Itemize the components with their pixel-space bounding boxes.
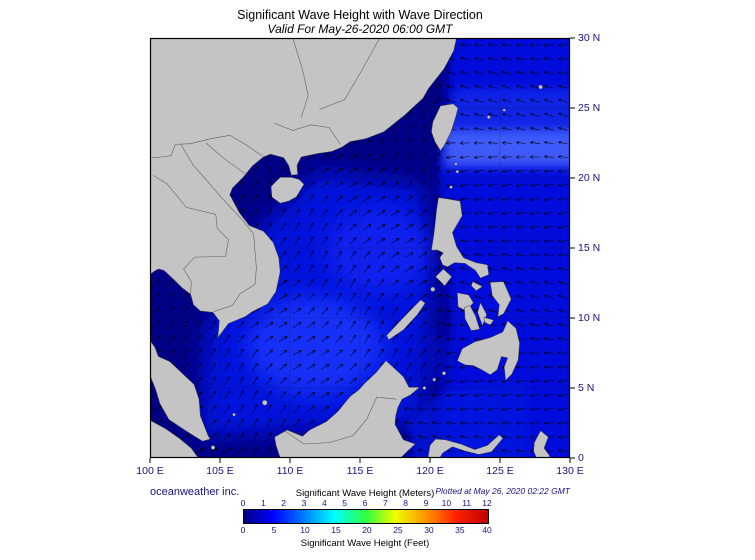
legend-feet-title: Significant Wave Height (Feet)	[300, 538, 430, 549]
legend-meters-ticks: 0 1 2 3 4 5 6 7 8 9 10 11 12	[240, 498, 492, 508]
lat-tick-label: 5 N	[578, 382, 595, 394]
lon-tick-label: 105 E	[206, 465, 234, 477]
legend-meters-tick: 9	[423, 498, 429, 508]
lon-tick-label: 120 E	[416, 465, 444, 477]
lon-tick-label: 100 E	[136, 465, 164, 477]
legend-meters-tick: 7	[382, 498, 388, 508]
legend-feet-tick: 35	[455, 525, 465, 535]
legend-feet-tick: 25	[393, 525, 403, 535]
lat-tick-label: 30 N	[578, 32, 601, 44]
lat-tick-label: 25 N	[578, 102, 601, 114]
legend-feet-tick: 30	[424, 525, 434, 535]
legend-feet-tick: 20	[362, 525, 372, 535]
legend-meters-tick: 8	[403, 498, 409, 508]
legend-meters-tick: 3	[301, 498, 307, 508]
credit-text: oceanweather inc.	[150, 486, 240, 498]
legend-meters-tick: 6	[362, 498, 368, 508]
land-layer	[150, 38, 550, 458]
lat-tick-label: 15 N	[578, 242, 601, 254]
legend-meters-tick: 11	[462, 498, 472, 508]
lat-tick-label: 0	[578, 452, 584, 464]
lon-tick-label: 130 E	[556, 465, 584, 477]
legend-meters-tick: 1	[260, 498, 266, 508]
legend-meters-tick: 10	[441, 498, 452, 508]
colorbar	[243, 509, 489, 524]
legend-feet-tick: 40	[482, 525, 492, 535]
lat-tick-label: 20 N	[578, 172, 601, 184]
legend-meters-tick: 0	[240, 498, 246, 508]
legend-meters-title: Significant Wave Height (Meters)	[295, 488, 435, 499]
axis-ticks	[149, 37, 575, 463]
latitude-axis: 30 N 25 N 20 N 15 N 10 N 5 N 0	[578, 32, 618, 464]
legend-feet-tick: 10	[300, 525, 310, 535]
wave-height-map	[149, 37, 575, 463]
longitude-axis: 100 E 105 E 110 E 115 E 120 E 125 E 130 E	[136, 465, 583, 479]
valid-time-subtitle: Valid For May-26-2020 06:00 GMT	[267, 22, 453, 36]
legend-feet-tick: 5	[271, 525, 277, 535]
map-frame	[149, 37, 571, 459]
legend-meters-tick: 12	[482, 498, 492, 508]
page-title: Significant Wave Height with Wave Direct…	[237, 8, 483, 22]
legend-feet-tick: 15	[331, 525, 341, 535]
legend-feet-tick: 0	[240, 525, 246, 535]
lon-tick-label: 125 E	[486, 465, 514, 477]
legend-feet-ticks: 0 5 10 15 20 25 30 35 40	[240, 525, 492, 535]
lon-tick-label: 115 E	[346, 465, 374, 477]
lon-tick-label: 110 E	[276, 465, 304, 477]
legend-meters-tick: 5	[342, 498, 348, 508]
plotted-timestamp: Plotted at May 26, 2020 02:22 GMT	[435, 486, 570, 496]
legend-meters-tick: 2	[281, 498, 287, 508]
lat-tick-label: 10 N	[578, 312, 601, 324]
legend-meters-tick: 4	[321, 498, 327, 508]
